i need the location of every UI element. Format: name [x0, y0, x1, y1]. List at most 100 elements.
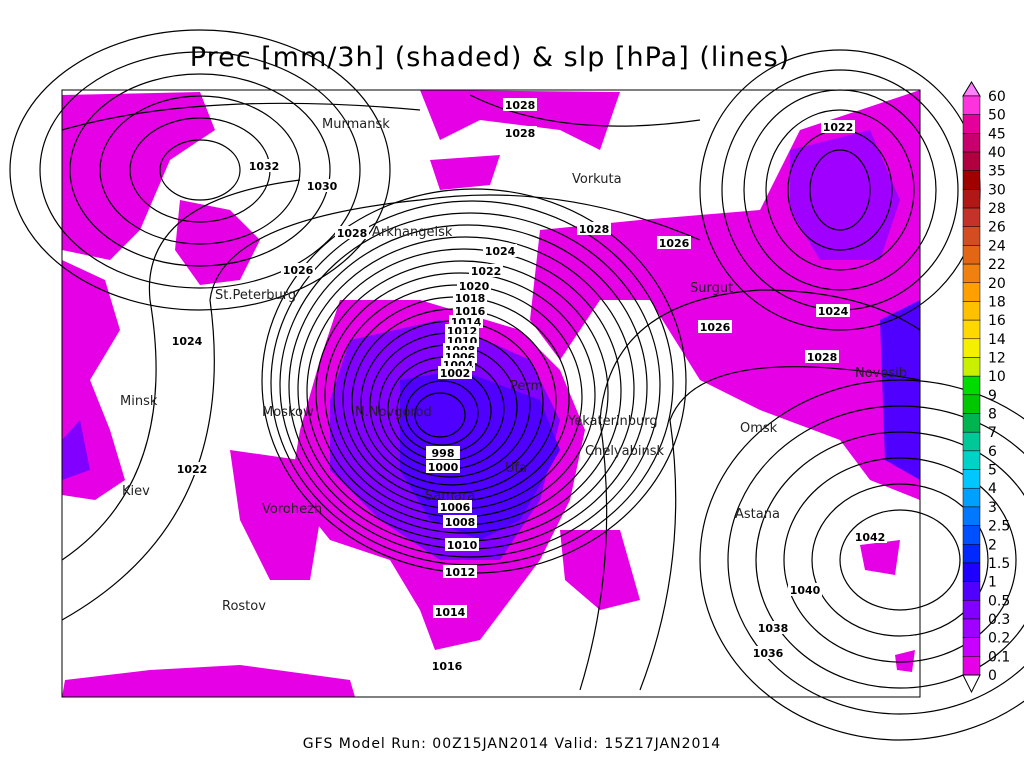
city-label: St.Peterburg — [215, 288, 296, 303]
colorbar-label: 8 — [988, 407, 997, 423]
isobar-label-bg — [698, 320, 732, 333]
isobar-label-bg — [483, 244, 517, 257]
isobar-label: 1012 — [445, 566, 476, 579]
colorbar-swatch — [962, 282, 981, 302]
isobar — [839, 509, 961, 611]
isobar — [811, 483, 989, 637]
colorbar-swatch — [962, 319, 981, 340]
isobar-label-bg — [453, 304, 487, 317]
isobar — [579, 289, 921, 691]
isobar — [306, 248, 622, 534]
colorbar-swatch — [962, 95, 981, 115]
colorbar-swatch — [962, 581, 981, 601]
isobar-label-bg — [175, 462, 209, 475]
colorbar-label: 18 — [988, 294, 1006, 310]
isobar-label-bg — [821, 120, 855, 133]
isobar-label-bg — [305, 179, 339, 192]
city-label: Vorkuta — [572, 172, 622, 187]
footer: GFS Model Run: 00Z15JAN2014 Valid: 15Z17… — [303, 736, 721, 752]
colorbar-swatch — [962, 450, 981, 470]
isobar-label: 1024 — [485, 245, 516, 258]
isobar-label-bg — [805, 350, 839, 363]
isobar-label: 1000 — [428, 461, 459, 474]
colorbar-swatch — [962, 338, 981, 358]
isobar-label: 1036 — [753, 647, 784, 660]
isobar-label: 1002 — [440, 367, 471, 380]
isobar-label-bg — [443, 565, 477, 578]
isobar — [783, 457, 1017, 663]
isobar — [809, 149, 871, 231]
isobar-label-bg — [503, 98, 537, 111]
colorbar-label: 14 — [988, 332, 1006, 348]
colorbar-label: 30 — [988, 182, 1006, 198]
colorbar-label: 26 — [988, 220, 1006, 236]
isobar-label: 998 — [432, 447, 455, 460]
isobar-label: 1016 — [455, 305, 486, 318]
city-label: Astana — [735, 507, 780, 522]
isobar — [99, 95, 301, 245]
isobar-label-bg — [816, 304, 850, 317]
colorbar-swatch — [962, 207, 981, 227]
isobar-label: 1020 — [459, 280, 490, 293]
colorbar-swatch — [962, 133, 981, 153]
isobar-label: 1006 — [440, 501, 471, 514]
colorbar-label: 22 — [988, 257, 1006, 273]
colorbar-label: 2 — [988, 537, 997, 553]
colorbar-label: 4 — [988, 481, 997, 497]
isobar-label-bg — [433, 605, 467, 618]
city-label: Moskow — [262, 405, 314, 420]
isobar — [405, 380, 479, 446]
isobar — [755, 431, 1024, 689]
colorbar-label: 10 — [988, 369, 1006, 385]
isobar-label-bg — [457, 279, 491, 292]
isobar-label: 1040 — [790, 584, 821, 597]
isobar-label-bg — [577, 222, 611, 235]
city-label: Ufa — [505, 461, 527, 476]
isobar-label-bg — [443, 515, 477, 528]
city-label: Samara — [425, 489, 475, 504]
isobar-label: 1028 — [505, 99, 536, 112]
isobar-label-bg — [853, 530, 887, 543]
colorbar-label: 20 — [988, 276, 1006, 292]
isobar-label-bg — [469, 264, 503, 277]
colorbar-swatch — [962, 151, 981, 171]
isobar-label: 1026 — [283, 264, 314, 277]
city-label: Arkhangelsk — [372, 225, 453, 240]
colorbar-swatch — [962, 413, 981, 433]
isobar-label: 1022 — [471, 265, 502, 278]
isobar-label-bg — [445, 538, 479, 551]
isobar-label: 1008 — [445, 516, 476, 529]
isobar — [699, 379, 1024, 741]
isobar-label-bg — [430, 659, 464, 672]
isobar-label: 1028 — [337, 227, 368, 240]
isobar-label: 1024 — [172, 335, 203, 348]
colorbar-swatch — [962, 357, 981, 377]
city-label: Vorohezh — [262, 502, 322, 517]
isobar-label: 1038 — [758, 622, 789, 635]
isobar-label-bg — [426, 460, 460, 473]
colorbar-label: 0.2 — [988, 631, 1010, 647]
colorbar-swatch — [962, 656, 981, 676]
colorbar-swatch — [962, 544, 981, 564]
city-label: Surgut — [690, 281, 733, 296]
colorbar-swatch — [962, 637, 981, 657]
isobar — [639, 366, 921, 691]
city-label: Novosib — [855, 366, 907, 381]
isobar-label-bg — [503, 126, 537, 139]
colorbar-swatch — [962, 226, 981, 246]
isobar-label: 1024 — [818, 305, 849, 318]
colorbar-label: 3 — [988, 500, 997, 516]
isobar-label: 1018 — [455, 292, 486, 305]
colorbar-label: 0.5 — [988, 593, 1010, 609]
isobar — [469, 94, 701, 127]
colorbar-label: 0 — [988, 668, 997, 684]
colorbar-swatch — [962, 375, 981, 396]
isobar-label-bg — [438, 500, 472, 513]
colorbar-swatch — [962, 562, 981, 582]
colorbar-swatch — [962, 301, 981, 321]
colorbar-swatch — [962, 506, 981, 526]
isobar-label: 1028 — [807, 351, 838, 364]
map-frame — [61, 89, 921, 698]
colorbar-swatch — [962, 394, 981, 414]
isobar — [39, 51, 361, 289]
